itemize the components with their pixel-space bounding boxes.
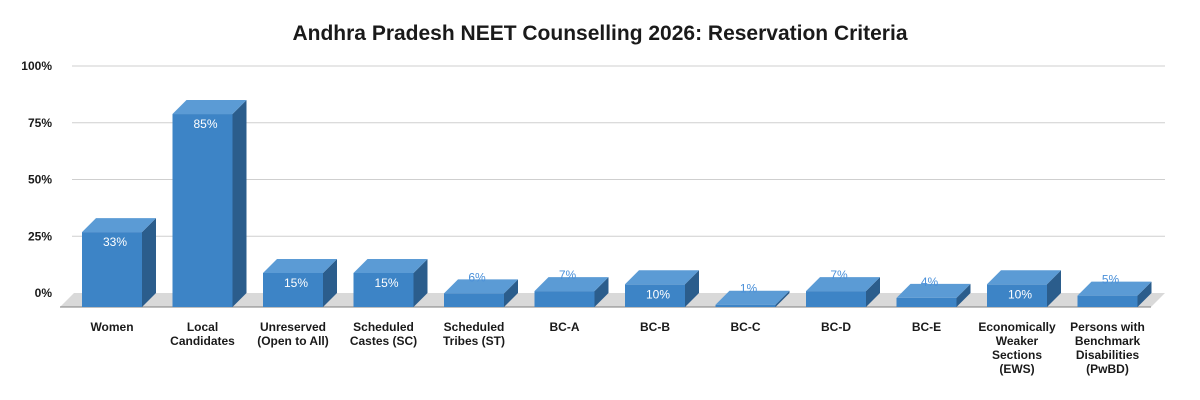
bar-front-face <box>444 293 504 307</box>
bar-top-face <box>625 270 699 285</box>
bar-top-face <box>715 290 790 305</box>
bar-top-face <box>353 258 428 273</box>
x-tick-label: BC-D <box>821 320 851 334</box>
x-axis: Women Local Candidates Unreserved (Open to A… <box>90 320 1144 376</box>
x-tick-label: Unreserved (Open to All) <box>257 320 329 348</box>
data-label: 10% <box>646 287 670 301</box>
bar-front-face <box>1077 295 1138 307</box>
bar-front-face <box>625 284 685 307</box>
data-label: 15% <box>284 276 308 290</box>
bars <box>82 100 1152 307</box>
bar-top-face <box>172 100 247 115</box>
bar-front-face <box>987 284 1047 307</box>
x-tick-label: BC-B <box>640 320 670 334</box>
bar <box>715 290 790 307</box>
data-label: 85% <box>193 117 217 131</box>
bar-front-face <box>82 232 142 307</box>
bar-front-face <box>806 291 866 307</box>
data-label: 33% <box>103 235 127 249</box>
bar-front-face <box>353 272 414 307</box>
x-tick-label: Economically Weaker Sections (EWS) <box>978 320 1056 376</box>
bar-side-face <box>1047 270 1061 307</box>
bar-top-face <box>82 218 156 233</box>
bar-side-face <box>142 218 156 307</box>
bar <box>896 283 971 307</box>
bar-side-face <box>775 290 790 307</box>
y-tick-label: 75% <box>28 116 52 130</box>
bar-front-face <box>263 272 323 307</box>
data-label: 6% <box>468 270 486 284</box>
gridlines <box>72 65 1165 237</box>
x-tick-label: Scheduled Tribes (ST) <box>443 320 505 348</box>
bar <box>1077 281 1152 307</box>
y-tick-label: 0% <box>35 286 53 300</box>
chart-floor <box>60 293 1165 308</box>
bar <box>263 258 337 307</box>
x-tick-label: Women <box>90 320 133 334</box>
bar <box>806 277 880 307</box>
bar-front-face <box>172 114 233 307</box>
bar-side-face <box>866 277 880 307</box>
x-tick-label: BC-E <box>912 320 941 334</box>
bar-top-face <box>444 279 518 294</box>
bar-side-face <box>413 258 428 307</box>
data-label: 1% <box>740 282 758 296</box>
bar-top-face <box>1077 281 1152 296</box>
bar <box>172 100 247 307</box>
y-axis: 100% 75% 50% 25% 0% <box>21 59 52 300</box>
data-labels: 33% 85% 15% 15% 6% 7% 10% 1% 7% 4% 10% 5% <box>103 117 1120 301</box>
bar-side-face <box>232 100 247 307</box>
data-label: 7% <box>830 268 848 282</box>
data-label: 7% <box>559 268 577 282</box>
x-tick-label: BC-C <box>731 320 761 334</box>
bar-top-face <box>534 277 609 292</box>
x-tick-label: Scheduled Castes (SC) <box>350 320 417 348</box>
bar-top-face <box>263 258 337 273</box>
data-label: 4% <box>921 275 939 289</box>
bar-side-face <box>504 279 518 307</box>
x-tick-label: Persons with Benchmark Disabilities (PwBD) <box>1070 320 1145 376</box>
bar <box>444 279 518 307</box>
bar-top-face <box>806 277 880 292</box>
data-label: 5% <box>1102 273 1120 287</box>
bar-top-face <box>987 270 1061 285</box>
bar <box>82 218 156 307</box>
bar-side-face <box>1137 281 1152 307</box>
x-tick-label: BC-A <box>550 320 580 334</box>
y-tick-label: 50% <box>28 173 52 187</box>
bar-front-face <box>896 297 957 307</box>
y-tick-label: 25% <box>28 229 52 243</box>
bar-side-face <box>323 258 337 307</box>
bar <box>625 270 699 307</box>
bar <box>534 277 609 307</box>
bar-side-face <box>956 283 971 307</box>
chart-floor-plane <box>60 293 1165 307</box>
bar-top-face <box>896 283 971 298</box>
data-label: 10% <box>1008 287 1032 301</box>
bar-side-face <box>594 277 609 307</box>
bar-front-face <box>715 304 776 307</box>
bar <box>353 258 428 307</box>
y-tick-label: 100% <box>21 59 52 73</box>
bar-side-face <box>685 270 699 307</box>
x-tick-label: Local Candidates <box>170 320 235 348</box>
data-label: 15% <box>374 276 398 290</box>
bar-front-face <box>534 291 595 307</box>
bar <box>987 270 1061 307</box>
chart-title: Andhra Pradesh NEET Counselling 2026: Re… <box>292 22 907 45</box>
